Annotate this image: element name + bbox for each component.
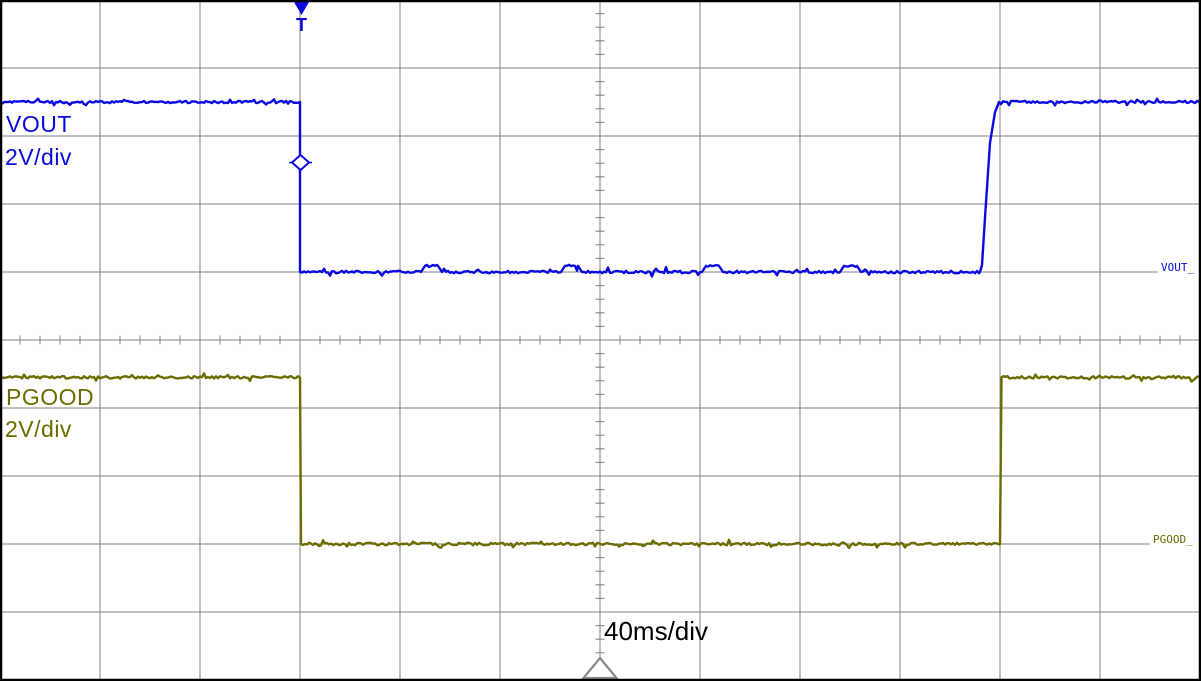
vout-trace xyxy=(0,97,1201,278)
vout-channel-label: VOUT xyxy=(6,111,72,137)
pgood-scale-label: 2V/div xyxy=(5,416,72,442)
trigger-position-marker: T xyxy=(294,2,309,35)
pgood-channel-label: PGOOD xyxy=(6,384,94,410)
trigger-level-diamond-icon xyxy=(290,153,311,172)
pgood-right-label-backdrop xyxy=(1150,530,1201,547)
waveform-traces xyxy=(0,97,1201,550)
pgood-trace xyxy=(0,372,1201,550)
vout-scale-label: 2V/div xyxy=(5,144,72,170)
time-reference-triangle-icon xyxy=(581,656,619,680)
pgood-right-label: PGOOD_ xyxy=(1153,533,1193,546)
vout-right-label-backdrop xyxy=(1158,258,1201,275)
trigger-t-label: T xyxy=(296,15,307,35)
timebase-label: 40ms/div xyxy=(604,616,708,646)
trigger-level-marker xyxy=(289,153,312,172)
vout-right-label: VOUT_ xyxy=(1161,261,1194,274)
trigger-triangle-icon xyxy=(294,2,309,15)
